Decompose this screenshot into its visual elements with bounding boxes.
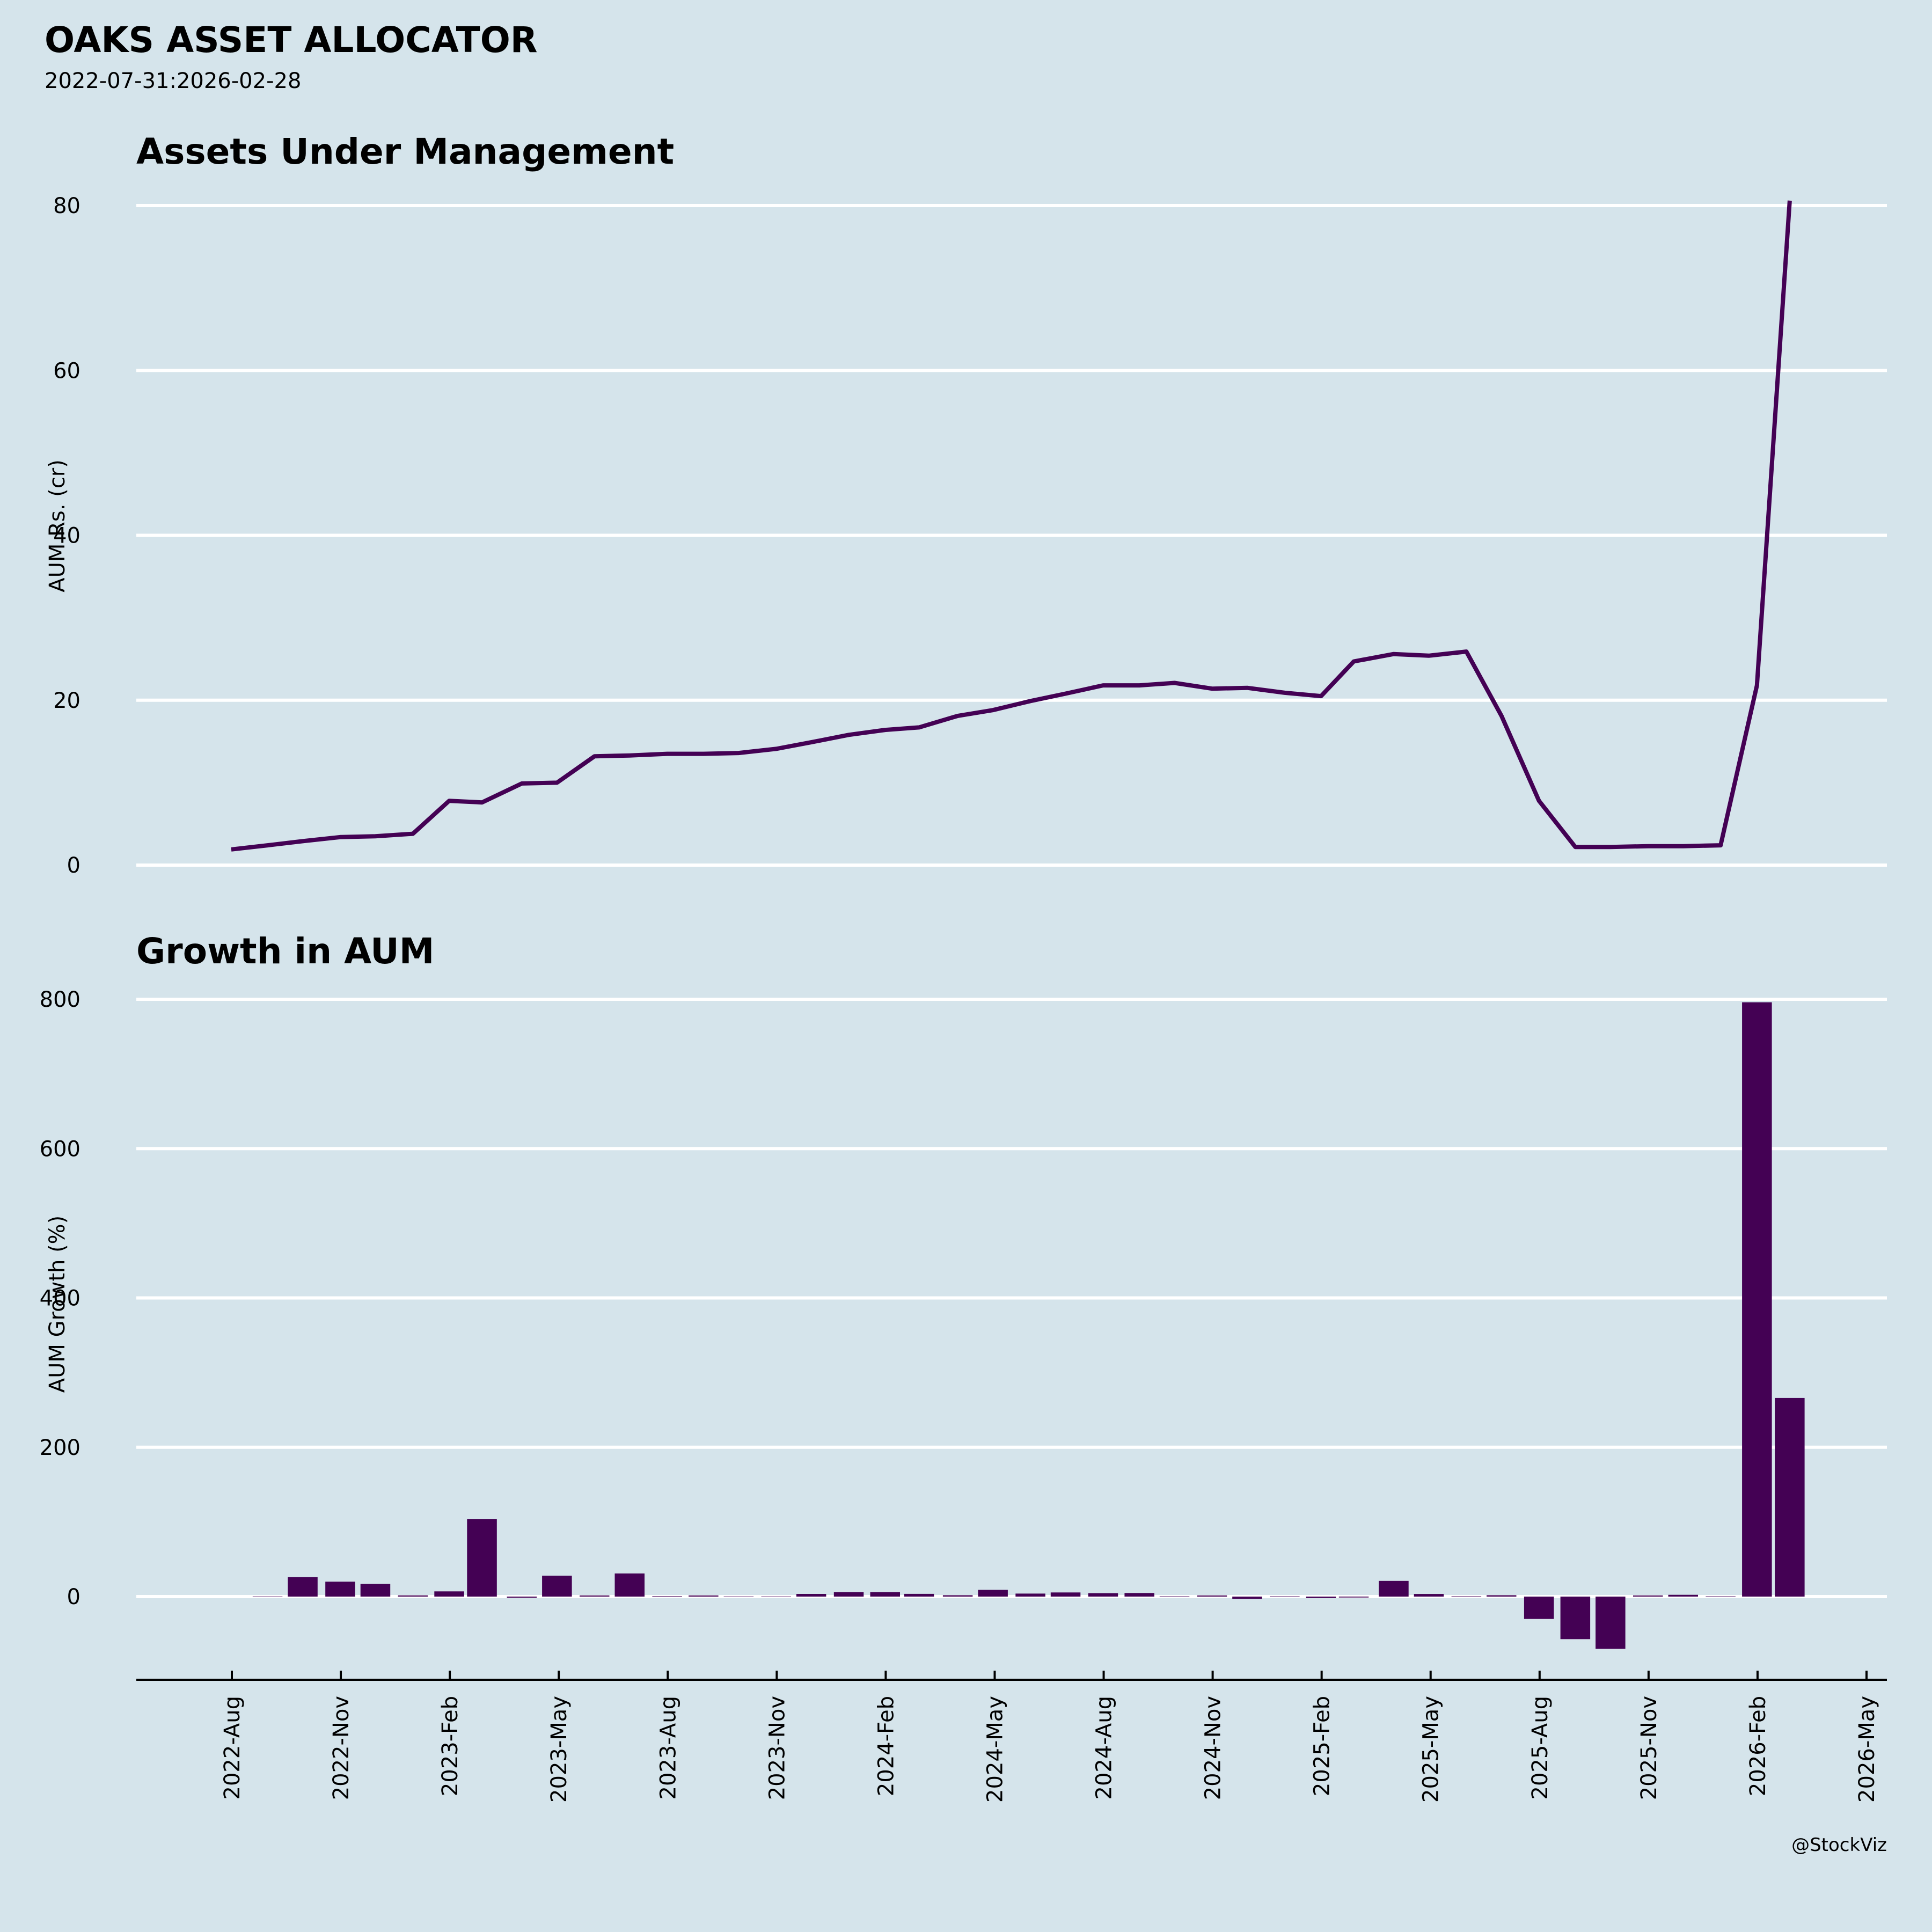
growth-bar bbox=[1379, 1580, 1409, 1597]
aum-line bbox=[231, 200, 1792, 852]
growth-bar bbox=[1524, 1597, 1554, 1619]
x-tick-label: 2023-Aug bbox=[656, 1696, 680, 1799]
growth-bar bbox=[796, 1594, 826, 1597]
x-tick-label: 2023-Nov bbox=[765, 1696, 789, 1800]
growth-bar bbox=[360, 1584, 391, 1597]
y-tick-label: 60 bbox=[53, 358, 80, 383]
y-tick-label: 800 bbox=[40, 987, 80, 1012]
credit-watermark: @StockViz bbox=[1791, 1834, 1887, 1856]
growth-bar bbox=[434, 1591, 464, 1597]
growth-bar bbox=[1050, 1592, 1081, 1597]
y-tick-label: 40 bbox=[53, 524, 80, 548]
y-tick-label: 80 bbox=[53, 194, 80, 218]
growth-bar bbox=[614, 1573, 645, 1597]
growth-y-axis-label: AUM Growth (%) bbox=[45, 1216, 70, 1393]
growth-bar bbox=[689, 1595, 719, 1597]
x-tick-label: 2022-Aug bbox=[220, 1696, 245, 1799]
growth-bar bbox=[1197, 1595, 1227, 1597]
aum-chart-title: Assets Under Management bbox=[136, 131, 674, 172]
growth-bar bbox=[1596, 1597, 1626, 1649]
aum-gridlines bbox=[136, 204, 1887, 867]
y-tick-label: 600 bbox=[40, 1137, 80, 1161]
growth-bar bbox=[580, 1595, 610, 1597]
growth-bar bbox=[1414, 1594, 1444, 1597]
y-tick-label: 400 bbox=[40, 1286, 80, 1311]
x-tick-label: 2025-Feb bbox=[1310, 1696, 1335, 1796]
date-range: 2022-07-31:2026-02-28 bbox=[45, 69, 302, 93]
x-tick-label: 2024-Aug bbox=[1092, 1696, 1117, 1799]
growth-bar bbox=[904, 1593, 934, 1597]
growth-bar bbox=[288, 1577, 318, 1597]
growth-bar bbox=[1015, 1593, 1045, 1597]
growth-bar bbox=[1668, 1594, 1698, 1597]
growth-bar bbox=[507, 1597, 537, 1598]
growth-bar bbox=[1232, 1597, 1262, 1599]
y-tick-label: 0 bbox=[67, 1585, 80, 1609]
x-tick-label: 2022-Nov bbox=[329, 1696, 354, 1800]
x-tick-label: 2025-Nov bbox=[1637, 1696, 1662, 1800]
growth-bar bbox=[1088, 1593, 1118, 1597]
y-tick-label: 0 bbox=[67, 853, 80, 878]
x-tick-label: 2026-Feb bbox=[1746, 1696, 1770, 1796]
growth-bar bbox=[467, 1519, 497, 1597]
y-tick-label: 20 bbox=[53, 689, 80, 713]
x-tick-label: 2023-May bbox=[547, 1696, 572, 1803]
aum-y-axis-label: AUM Rs. (cr) bbox=[45, 459, 70, 592]
growth-bar bbox=[542, 1576, 572, 1597]
x-tick-label: 2025-Aug bbox=[1528, 1696, 1553, 1799]
x-tick-label: 2026-May bbox=[1855, 1696, 1879, 1803]
x-tick-label: 2024-Nov bbox=[1201, 1696, 1226, 1800]
growth-bar bbox=[1338, 1597, 1369, 1598]
growth-y-ticks: 0 200 400 600 800 bbox=[40, 987, 80, 1609]
growth-bar bbox=[398, 1595, 428, 1597]
growth-bar bbox=[1124, 1593, 1154, 1597]
growth-bar bbox=[1560, 1597, 1591, 1640]
aum-y-ticks: 0 20 40 60 80 bbox=[53, 194, 80, 878]
y-tick-label: 200 bbox=[40, 1436, 80, 1460]
growth-bars bbox=[252, 1002, 1805, 1649]
growth-bar bbox=[325, 1582, 355, 1597]
growth-bar bbox=[1487, 1595, 1517, 1597]
growth-gridlines bbox=[136, 998, 1887, 1598]
x-tick-label: 2025-May bbox=[1419, 1696, 1444, 1803]
page-title: OAKS ASSET ALLOCATOR bbox=[45, 19, 538, 61]
growth-bar bbox=[652, 1596, 682, 1597]
x-tick-label: 2024-May bbox=[983, 1696, 1007, 1803]
growth-bar bbox=[1633, 1595, 1663, 1597]
x-tick-label: 2023-Feb bbox=[438, 1696, 463, 1796]
growth-chart-title: Growth in AUM bbox=[136, 931, 434, 972]
growth-bar bbox=[870, 1592, 900, 1597]
growth-bar bbox=[1306, 1597, 1336, 1598]
growth-bar bbox=[1742, 1002, 1772, 1597]
growth-bar bbox=[978, 1590, 1008, 1597]
growth-bar bbox=[1775, 1397, 1805, 1597]
x-tick-label: 2024-Feb bbox=[874, 1696, 898, 1796]
growth-bar bbox=[833, 1592, 864, 1597]
x-ticks: 2022-Aug 2022-Nov 2023-Feb 2023-May 2023-Aug… bbox=[220, 1671, 1879, 1803]
growth-bar bbox=[942, 1595, 973, 1597]
